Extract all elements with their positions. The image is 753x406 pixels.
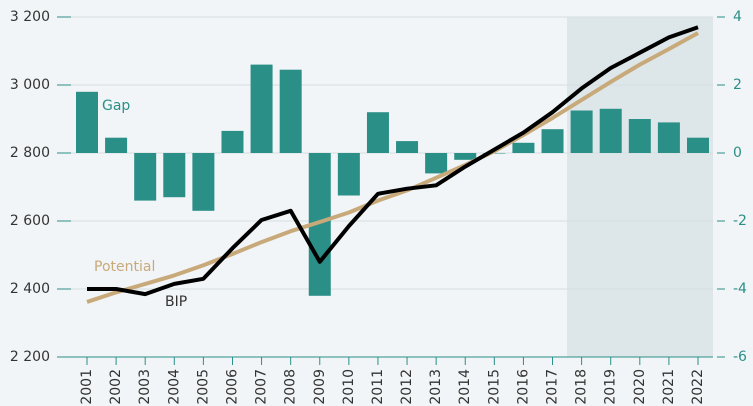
x-tick-label: 2002 xyxy=(108,369,124,405)
x-tick-label: 2006 xyxy=(224,369,240,405)
x-tick-label: 2016 xyxy=(515,369,531,405)
y-tick-label: 3 200 xyxy=(10,9,50,25)
x-tick-label: 2001 xyxy=(79,369,95,405)
x-tick-label: 2021 xyxy=(661,369,677,405)
bar xyxy=(308,153,331,296)
bar xyxy=(396,141,419,153)
bar xyxy=(221,130,244,153)
x-tick-label: 2019 xyxy=(603,369,619,405)
series-label: BIP xyxy=(165,294,187,310)
bar xyxy=(250,64,273,153)
bar xyxy=(570,110,593,153)
x-tick-label: 2005 xyxy=(195,369,211,405)
x-tick-label: 2010 xyxy=(341,369,357,405)
x-tick-label: 2012 xyxy=(399,369,415,405)
y2-tick-label: 2 xyxy=(733,77,742,93)
bar xyxy=(163,153,186,198)
x-tick-label: 2011 xyxy=(370,369,386,405)
bar xyxy=(657,122,680,153)
x-tick-label: 2004 xyxy=(166,369,182,405)
x-tick-label: 2017 xyxy=(545,369,561,405)
y2-tick-label: 0 xyxy=(733,145,742,161)
y2-tick-label: -2 xyxy=(733,213,747,229)
y-tick-label: 3 000 xyxy=(10,77,50,93)
bar xyxy=(512,142,535,153)
x-tick-label: 2008 xyxy=(283,369,299,405)
bar xyxy=(687,137,709,153)
x-tick-label: 2007 xyxy=(254,369,270,405)
x-tick-label: 2003 xyxy=(137,369,153,405)
y-tick-label: 2 600 xyxy=(10,213,50,229)
x-tick-label: 2009 xyxy=(312,369,328,405)
bar xyxy=(134,153,157,201)
series-label: Potential xyxy=(94,259,155,275)
bar xyxy=(279,69,302,153)
series-label: Gap xyxy=(102,98,130,114)
bar xyxy=(454,153,477,160)
x-tick-label: 2013 xyxy=(428,369,444,405)
y2-tick-label: -6 xyxy=(733,349,747,365)
y-tick-label: 2 800 xyxy=(10,145,50,161)
x-tick-label: 2022 xyxy=(690,369,706,405)
y-tick-label: 2 400 xyxy=(10,281,50,297)
x-tick-label: 2018 xyxy=(574,369,590,405)
y2-tick-label: 4 xyxy=(733,9,742,25)
bar xyxy=(628,119,651,153)
bar xyxy=(425,153,448,174)
bar xyxy=(337,153,360,196)
bar xyxy=(541,129,564,153)
y2-tick-label: -4 xyxy=(733,281,747,297)
bar xyxy=(76,91,98,153)
bar xyxy=(599,108,622,153)
x-tick-label: 2014 xyxy=(457,369,473,405)
forecast-shade xyxy=(567,17,713,357)
line xyxy=(86,31,699,304)
bar xyxy=(105,137,128,153)
line xyxy=(87,25,699,297)
x-tick-label: 2020 xyxy=(632,369,648,405)
y-tick-label: 2 200 xyxy=(10,349,50,365)
bar xyxy=(192,153,215,211)
x-tick-label: 2015 xyxy=(486,369,502,405)
bar xyxy=(366,112,389,153)
